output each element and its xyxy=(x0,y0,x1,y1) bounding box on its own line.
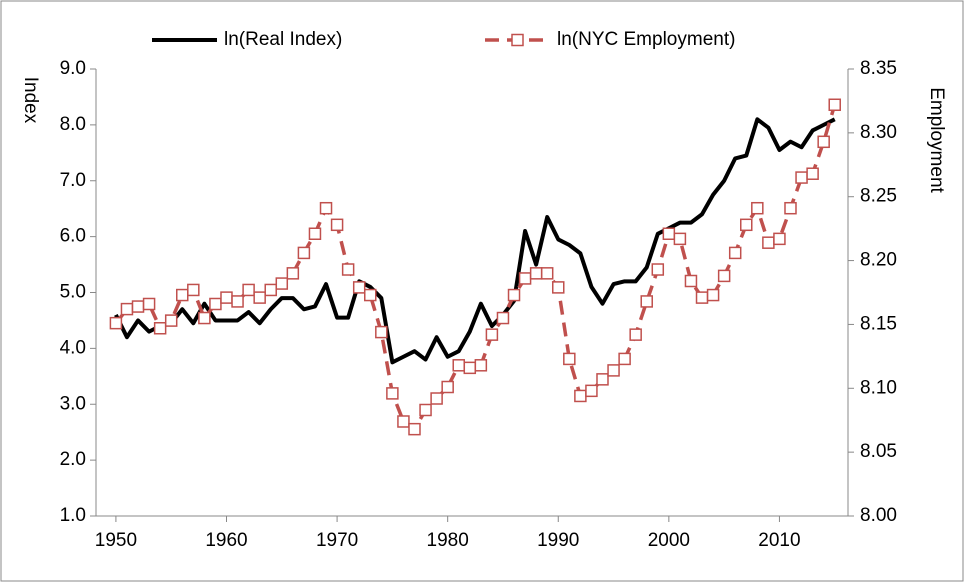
legend-marker xyxy=(511,33,524,47)
point-marker xyxy=(751,201,764,215)
point-marker xyxy=(728,246,742,260)
point-marker xyxy=(187,283,200,297)
point-marker xyxy=(518,272,532,285)
y2-tick-label: 8.15 xyxy=(860,313,897,334)
point-marker xyxy=(828,98,841,112)
y-tick-label: 5.0 xyxy=(60,282,86,303)
point-marker xyxy=(253,291,266,304)
point-marker xyxy=(364,288,377,302)
y2-tick-label: 8.30 xyxy=(860,122,897,143)
point-marker xyxy=(275,277,289,290)
point-marker xyxy=(640,295,653,308)
point-marker xyxy=(430,392,443,405)
point-marker xyxy=(330,218,344,232)
point-marker xyxy=(607,364,620,377)
y2-tick-label: 8.35 xyxy=(860,58,897,79)
point-marker xyxy=(496,311,510,325)
y-tick-label: 1.0 xyxy=(60,505,86,526)
point-marker xyxy=(242,283,255,297)
y2-tick-label: 8.25 xyxy=(860,186,897,207)
point-marker xyxy=(651,263,665,276)
point-marker xyxy=(717,269,731,283)
point-marker xyxy=(397,415,410,428)
series-line xyxy=(114,117,836,365)
y-tick-label: 4.0 xyxy=(60,337,86,358)
point-marker xyxy=(695,291,709,304)
point-marker xyxy=(806,167,819,180)
point-marker xyxy=(474,359,488,372)
point-marker xyxy=(485,328,499,341)
x-tick-label: 1970 xyxy=(316,530,358,551)
point-marker xyxy=(817,135,830,149)
y-axis-title: Index xyxy=(20,77,41,124)
point-marker xyxy=(540,267,554,280)
point-marker xyxy=(784,201,797,215)
y2-tick-label: 8.20 xyxy=(860,250,897,271)
point-marker xyxy=(120,302,134,316)
x-tick-label: 2000 xyxy=(648,530,690,551)
x-tick-label: 1980 xyxy=(427,530,469,551)
x-tick-label: 1990 xyxy=(537,530,579,551)
x-tick-label: 1950 xyxy=(95,530,137,551)
point-marker xyxy=(164,314,178,327)
y-tick-label: 2.0 xyxy=(60,449,86,470)
point-marker xyxy=(507,288,521,302)
point-marker xyxy=(352,281,366,294)
point-marker xyxy=(386,387,399,400)
x-tick-label: 2010 xyxy=(758,530,800,551)
point-marker xyxy=(308,227,322,241)
point-marker xyxy=(596,373,609,386)
y-tick-label: 6.0 xyxy=(60,226,86,247)
point-marker xyxy=(220,291,233,304)
point-marker xyxy=(109,316,123,330)
point-marker xyxy=(740,218,753,232)
point-marker xyxy=(618,352,631,366)
point-marker xyxy=(773,232,786,246)
y2-tick-label: 8.10 xyxy=(860,377,897,398)
point-marker xyxy=(662,227,676,241)
point-marker xyxy=(795,171,808,184)
point-marker xyxy=(574,389,587,403)
point-marker xyxy=(319,201,333,215)
point-marker xyxy=(198,311,211,325)
point-marker xyxy=(552,281,565,294)
point-marker xyxy=(375,325,388,339)
point-marker xyxy=(297,246,311,260)
point-marker xyxy=(762,236,775,249)
y-tick-label: 7.0 xyxy=(60,170,86,191)
point-marker xyxy=(341,263,355,276)
point-marker xyxy=(529,267,543,280)
point-marker xyxy=(286,267,300,280)
y2-tick-label: 8.00 xyxy=(860,505,897,526)
point-marker xyxy=(441,380,454,394)
point-marker xyxy=(585,384,598,398)
point-marker xyxy=(684,274,698,288)
point-marker xyxy=(408,422,421,436)
point-marker xyxy=(231,295,244,308)
y-tick-label: 8.0 xyxy=(60,114,86,135)
point-marker xyxy=(673,232,687,246)
point-marker xyxy=(153,322,167,335)
y2-tick-label: 8.05 xyxy=(860,441,897,462)
point-marker xyxy=(629,328,642,341)
legend-label: ln(NYC Employment) xyxy=(557,29,735,50)
point-marker xyxy=(264,283,277,297)
point-marker xyxy=(131,300,145,313)
point-marker xyxy=(452,359,465,372)
point-marker xyxy=(463,361,477,375)
point-marker xyxy=(176,288,189,302)
x-tick-label: 1960 xyxy=(205,530,247,551)
legend-label: ln(Real Index) xyxy=(224,29,342,50)
y-tick-label: 9.0 xyxy=(60,58,86,79)
point-marker xyxy=(419,403,432,417)
point-marker xyxy=(142,297,156,311)
point-marker xyxy=(563,352,576,366)
y2-axis-title: Employment xyxy=(926,87,947,193)
point-marker xyxy=(209,297,222,311)
point-marker xyxy=(706,288,720,302)
y-tick-label: 3.0 xyxy=(60,393,86,414)
